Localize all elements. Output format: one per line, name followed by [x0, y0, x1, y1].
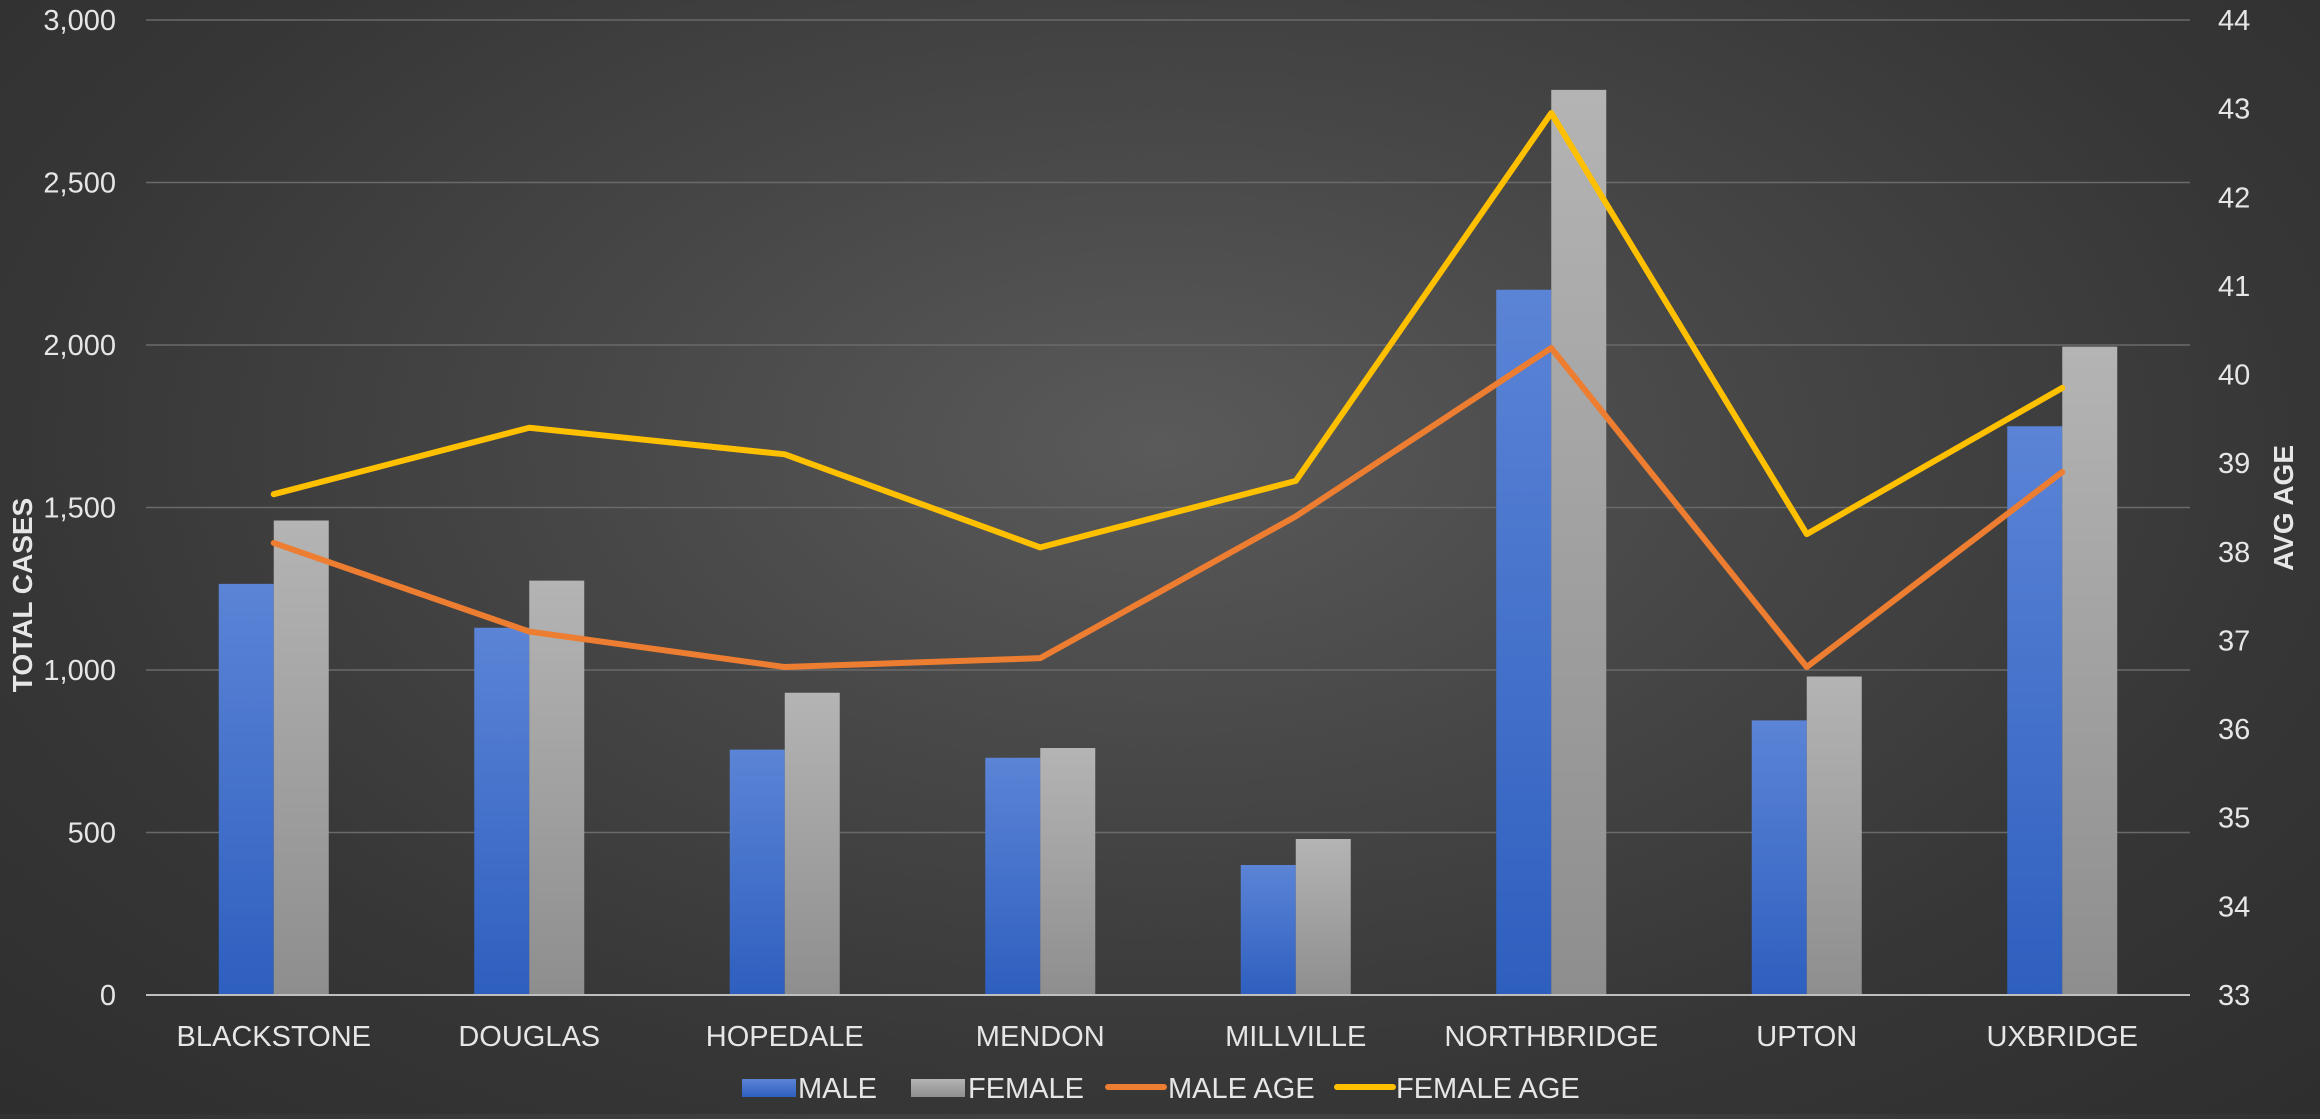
- y2-tick-label: 39: [2218, 448, 2250, 480]
- x-tick-label: HOPEDALE: [706, 1021, 864, 1053]
- legend-label-male: MALE: [798, 1073, 877, 1105]
- legend-label-male-age: MALE AGE: [1168, 1073, 1315, 1105]
- bars: [218, 89, 2118, 995]
- y-tick-label: 2,500: [43, 168, 116, 200]
- bar-female: [1295, 839, 1351, 995]
- bar-male: [474, 627, 530, 995]
- bar-female: [2062, 346, 2118, 995]
- y-axis-title: TOTAL CASES: [7, 498, 38, 692]
- y2-tick-label: 36: [2218, 714, 2250, 746]
- y2-tick-label: 37: [2218, 625, 2250, 657]
- bar-female: [1040, 748, 1096, 995]
- bar-female: [273, 520, 329, 995]
- bar-male: [729, 749, 785, 995]
- y2-axis-title: AVG AGE: [2268, 445, 2299, 571]
- y-tick-label: 1,000: [43, 655, 116, 687]
- x-tick-label: UXBRIDGE: [1987, 1021, 2138, 1053]
- bar-male: [1496, 289, 1552, 995]
- bar-female: [1806, 676, 1862, 995]
- bar-female: [1551, 89, 1607, 995]
- x-tick-label: DOUGLAS: [458, 1021, 600, 1053]
- x-tick-label: UPTON: [1756, 1021, 1857, 1053]
- y2-tick-label: 41: [2218, 271, 2250, 303]
- x-tick-label: MENDON: [976, 1021, 1105, 1053]
- legend-swatch-female: [911, 1079, 965, 1097]
- x-tick-label: MILLVILLE: [1225, 1021, 1366, 1053]
- legend-label-female: FEMALE: [968, 1073, 1084, 1105]
- bar-female: [784, 692, 840, 995]
- bar-male: [985, 757, 1041, 995]
- x-tick-label: NORTHBRIDGE: [1444, 1021, 1658, 1053]
- bar-male: [1240, 865, 1296, 995]
- y-tick-label: 3,000: [43, 5, 116, 37]
- line-male-age: [270, 344, 2066, 671]
- y2-tick-label: 35: [2218, 803, 2250, 835]
- legend-label-female-age: FEMALE AGE: [1396, 1073, 1580, 1105]
- y2-tick-label: 33: [2218, 980, 2250, 1012]
- x-tick-label: BLACKSTONE: [177, 1021, 371, 1053]
- y-tick-label: 0: [100, 980, 116, 1012]
- y2-tick-label: 40: [2218, 360, 2250, 392]
- legend-swatch-male: [742, 1079, 796, 1097]
- y2-tick-label: 42: [2218, 182, 2250, 214]
- axes: 0 500 1,000 1,500 2,000 2,500 3,000 33 34 35 36 37 3…: [43, 5, 2250, 1053]
- y-tick-label: 2,000: [43, 330, 116, 362]
- y2-tick-label: 34: [2218, 891, 2250, 923]
- bar-male: [2007, 426, 2063, 995]
- bar-female: [529, 580, 585, 995]
- bar-male: [218, 583, 274, 995]
- bar-male: [1751, 720, 1807, 995]
- y-tick-label: 500: [68, 818, 116, 850]
- y2-tick-label: 44: [2218, 5, 2250, 37]
- y2-tick-label: 43: [2218, 94, 2250, 126]
- y-tick-label: 1,500: [43, 493, 116, 525]
- lines: [270, 110, 2066, 671]
- legend: MALE FEMALE MALE AGE FEMALE AGE: [742, 1073, 1580, 1105]
- line-female-age: [270, 110, 2066, 551]
- y2-tick-label: 38: [2218, 537, 2250, 569]
- gridlines: [146, 19, 2190, 834]
